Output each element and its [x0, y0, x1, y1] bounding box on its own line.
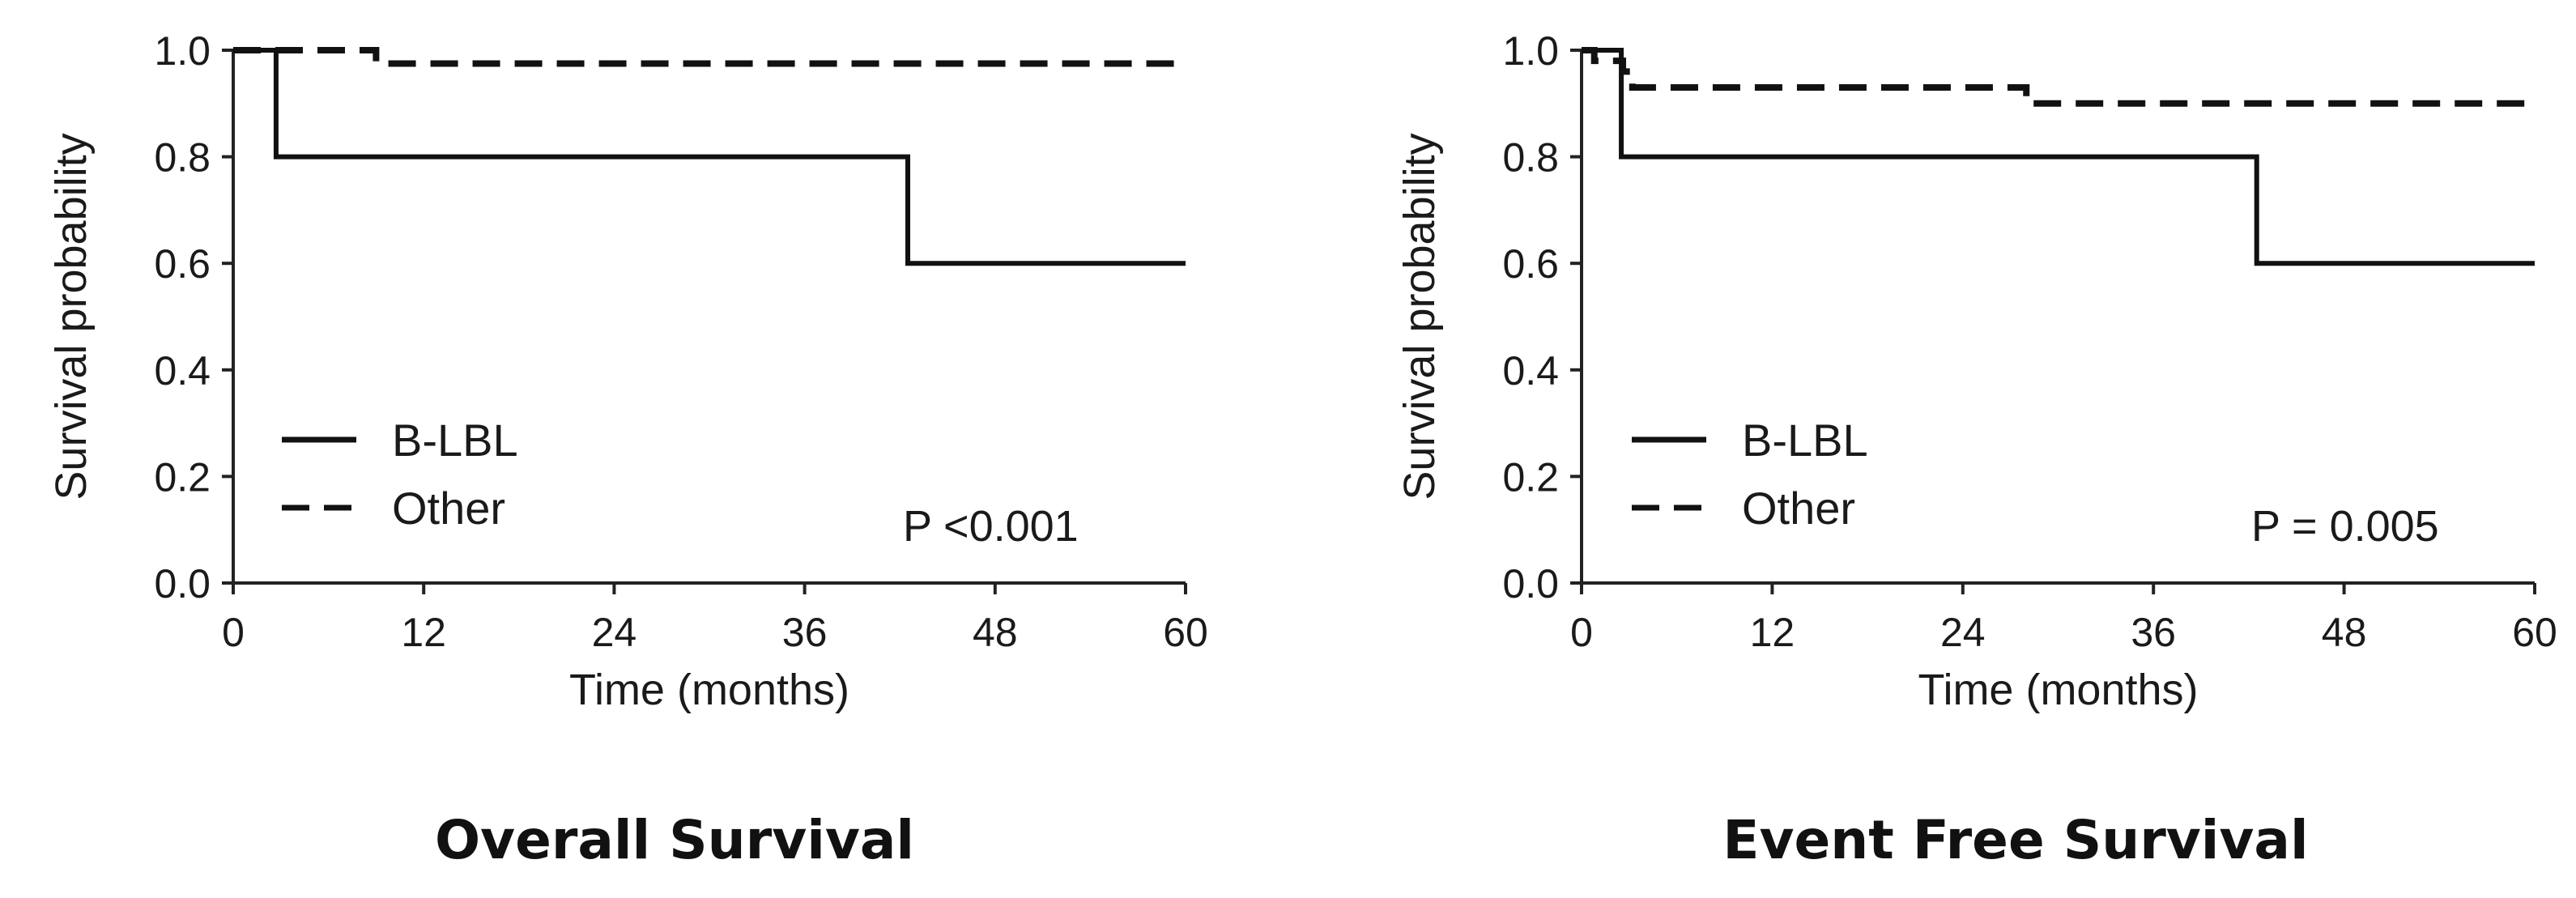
x-tick-label: 0 [222, 610, 245, 655]
x-tick-label: 48 [973, 610, 1018, 655]
p-value-annotation: P = 0.005 [2251, 502, 2439, 551]
y-tick-label: 1.0 [1502, 28, 1559, 74]
y-tick-label: 0.8 [154, 135, 211, 181]
y-tick-label: 0.0 [1502, 561, 1559, 606]
chart-caption: Event Free Survival [1722, 809, 2308, 871]
x-axis-title: Time (months) [569, 666, 849, 714]
y-axis-title: Survival probability [1395, 133, 1444, 500]
x-axis-title: Time (months) [1918, 666, 2198, 714]
x-tick-label: 24 [1940, 610, 1986, 655]
x-tick-label: 60 [1163, 610, 1208, 655]
y-tick-label: 1.0 [154, 28, 211, 74]
series-line-other [1582, 47, 2535, 107]
y-axis-title: Survival probability [47, 133, 96, 500]
y-tick-label: 0.2 [154, 454, 211, 500]
x-tick-label: 0 [1570, 610, 1593, 655]
x-tick-label: 24 [592, 610, 637, 655]
y-tick-label: 0.2 [1502, 454, 1559, 500]
y-tick-label: 0.4 [154, 348, 211, 394]
y-tick-label: 0.0 [154, 561, 211, 606]
y-tick-label: 0.8 [1502, 135, 1559, 181]
series-line-other [233, 47, 1186, 67]
legend-label: B-LBL [1742, 415, 1868, 466]
legend-label: Other [392, 483, 505, 534]
legend-label: Other [1742, 483, 1855, 534]
y-tick-label: 0.6 [154, 241, 211, 287]
legend-label: B-LBL [392, 415, 518, 466]
x-tick-label: 36 [2131, 610, 2176, 655]
y-tick-label: 0.6 [1502, 241, 1559, 287]
x-tick-label: 12 [1750, 610, 1795, 655]
y-tick-label: 0.4 [1502, 348, 1559, 394]
chart-event-free-survival: 0 12 24 36 48 60 0.0 0.2 0.4 0.6 0.8 1.0 Time (month… [1395, 28, 2557, 871]
p-value-annotation: P <0.001 [903, 502, 1079, 551]
series-line-b-lbl [233, 48, 1186, 266]
x-tick-label: 48 [2322, 610, 2367, 655]
x-tick-label: 36 [782, 610, 828, 655]
series-line-b-lbl [1582, 48, 2535, 266]
x-tick-label: 12 [401, 610, 446, 655]
chart-caption: Overall Survival [435, 809, 914, 871]
x-tick-label: 60 [2512, 610, 2557, 655]
chart-overall-survival: 0 12 24 36 48 60 0.0 0.2 0.4 0.6 0.8 1.0 Time (month… [47, 28, 1208, 871]
